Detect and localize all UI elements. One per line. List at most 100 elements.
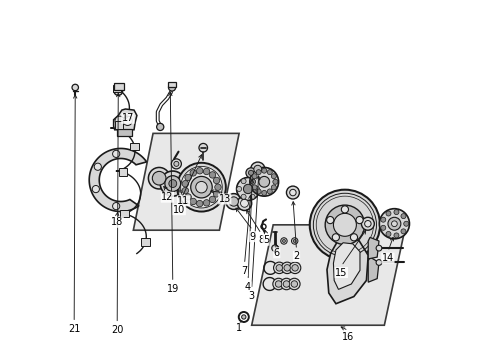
Circle shape — [180, 166, 222, 208]
Circle shape — [271, 174, 276, 179]
Circle shape — [355, 216, 363, 224]
Circle shape — [261, 168, 266, 173]
Circle shape — [174, 161, 179, 166]
Text: 3: 3 — [248, 291, 254, 301]
Circle shape — [209, 172, 215, 178]
Circle shape — [286, 186, 299, 199]
Circle shape — [276, 265, 282, 271]
Circle shape — [290, 281, 297, 287]
Polygon shape — [133, 134, 239, 230]
Circle shape — [114, 87, 122, 95]
Circle shape — [271, 245, 278, 251]
Circle shape — [228, 197, 238, 206]
Circle shape — [252, 185, 257, 190]
Circle shape — [196, 201, 203, 207]
Text: 2: 2 — [293, 251, 299, 261]
Text: 5: 5 — [263, 235, 268, 245]
Circle shape — [282, 239, 285, 242]
Circle shape — [213, 177, 219, 184]
Circle shape — [225, 194, 241, 210]
Circle shape — [261, 190, 266, 195]
Polygon shape — [367, 257, 378, 282]
Text: 17: 17 — [122, 113, 134, 123]
Circle shape — [326, 216, 333, 224]
Circle shape — [280, 278, 292, 290]
Bar — [168, 82, 175, 87]
Circle shape — [256, 170, 261, 175]
Circle shape — [267, 189, 272, 194]
Circle shape — [400, 213, 405, 219]
Circle shape — [258, 176, 269, 187]
Circle shape — [380, 217, 385, 222]
Circle shape — [380, 225, 385, 230]
Circle shape — [184, 194, 191, 200]
Circle shape — [350, 234, 357, 241]
Circle shape — [236, 186, 241, 192]
Text: 14: 14 — [381, 253, 393, 263]
Polygon shape — [251, 225, 405, 325]
Text: 4: 4 — [244, 282, 251, 292]
Circle shape — [236, 177, 259, 201]
Circle shape — [393, 210, 398, 215]
Circle shape — [333, 213, 356, 236]
Text: 21: 21 — [68, 324, 80, 334]
Circle shape — [393, 233, 398, 238]
Circle shape — [249, 194, 255, 199]
Circle shape — [403, 221, 408, 226]
Circle shape — [391, 221, 396, 226]
Circle shape — [254, 186, 259, 192]
Circle shape — [184, 174, 191, 181]
Circle shape — [364, 221, 370, 227]
Circle shape — [112, 150, 120, 157]
Circle shape — [273, 262, 285, 274]
Text: 18: 18 — [111, 217, 123, 227]
Circle shape — [171, 159, 181, 169]
Circle shape — [112, 203, 120, 210]
Circle shape — [213, 191, 219, 197]
Circle shape — [195, 181, 207, 193]
Circle shape — [245, 168, 255, 178]
Circle shape — [385, 211, 390, 216]
Circle shape — [289, 262, 300, 274]
Bar — [113, 83, 123, 90]
Circle shape — [284, 265, 290, 271]
Circle shape — [199, 143, 207, 152]
Circle shape — [203, 200, 209, 206]
Text: 19: 19 — [166, 284, 179, 294]
Circle shape — [190, 170, 196, 176]
Circle shape — [177, 163, 225, 212]
Text: 20: 20 — [111, 325, 123, 335]
Bar — [115, 121, 123, 129]
Circle shape — [240, 199, 248, 207]
Circle shape — [253, 165, 261, 173]
Circle shape — [291, 265, 298, 271]
Circle shape — [281, 262, 292, 274]
Circle shape — [196, 167, 203, 174]
Circle shape — [237, 196, 251, 211]
Circle shape — [168, 84, 175, 91]
Circle shape — [293, 239, 296, 242]
Bar — [141, 238, 149, 246]
Polygon shape — [333, 243, 359, 289]
Circle shape — [309, 190, 379, 260]
Circle shape — [190, 176, 212, 198]
Circle shape — [385, 231, 390, 237]
Text: 13: 13 — [218, 194, 230, 204]
Circle shape — [164, 176, 180, 192]
Circle shape — [115, 116, 124, 126]
Circle shape — [387, 217, 400, 230]
Circle shape — [148, 167, 169, 189]
Circle shape — [72, 84, 78, 91]
Circle shape — [379, 209, 408, 239]
Text: 15: 15 — [334, 267, 347, 278]
Text: 11: 11 — [177, 196, 189, 206]
Circle shape — [331, 234, 339, 241]
Polygon shape — [89, 148, 146, 212]
Circle shape — [256, 189, 261, 194]
Text: 10: 10 — [173, 205, 185, 215]
Circle shape — [156, 123, 163, 131]
Bar — [130, 143, 139, 150]
Text: 7: 7 — [241, 266, 247, 276]
Circle shape — [291, 238, 297, 244]
Text: 1: 1 — [236, 323, 242, 333]
